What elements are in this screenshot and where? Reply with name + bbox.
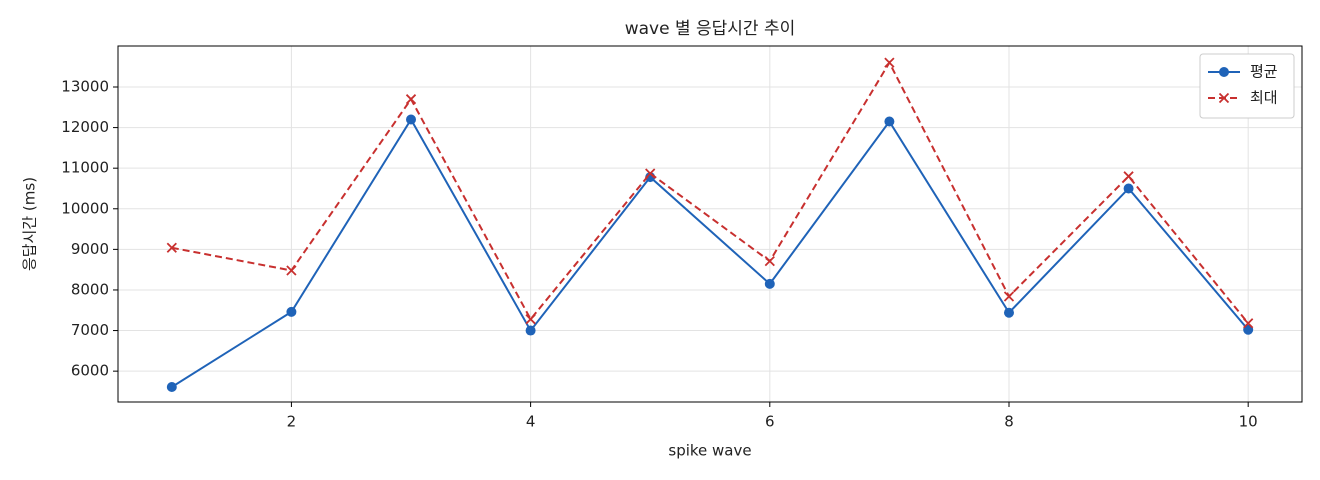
point [406, 114, 417, 125]
x-tick-label: 10 [1239, 413, 1258, 431]
y-tick-label: 8000 [71, 280, 109, 298]
point [1003, 291, 1015, 302]
point [645, 168, 656, 179]
point [764, 278, 775, 289]
y-tick-label: 11000 [61, 159, 109, 177]
point [1003, 307, 1014, 318]
point [286, 306, 297, 317]
y-tick-label: 13000 [61, 77, 109, 95]
point [1123, 183, 1134, 194]
point [884, 57, 895, 68]
legend-label: 최대 [1250, 89, 1278, 107]
legend-box [1199, 53, 1295, 119]
series-line [171, 117, 1249, 388]
point [764, 256, 775, 267]
x-axis-label: spike wave [668, 442, 751, 460]
plot-frame [117, 45, 1303, 403]
x-tick-label: 8 [1004, 413, 1014, 431]
y-axis-label: 응답시간 (ms) [21, 177, 39, 271]
point [525, 325, 536, 336]
point [1243, 318, 1254, 329]
x-tick-label: 4 [526, 413, 536, 431]
y-tick-label: 7000 [71, 321, 109, 339]
y-tick-label: 10000 [61, 199, 109, 217]
y-tick-label: 12000 [61, 118, 109, 136]
point [884, 116, 895, 127]
point [166, 242, 177, 253]
legend-label: 평균 [1250, 63, 1278, 81]
series-line [171, 60, 1249, 324]
legend-marker [1219, 67, 1229, 77]
y-tick-label: 9000 [71, 240, 109, 258]
chart-title: wave 별 응답시간 추이 [625, 19, 796, 39]
x-tick-label: 2 [287, 413, 297, 431]
point [166, 381, 177, 392]
point [1123, 171, 1134, 182]
x-tick-label: 6 [765, 413, 775, 431]
point [286, 265, 297, 276]
y-tick-label: 6000 [71, 362, 109, 380]
point [1243, 324, 1254, 335]
legend-marker [1218, 92, 1230, 104]
point [525, 314, 536, 325]
point [405, 94, 417, 105]
